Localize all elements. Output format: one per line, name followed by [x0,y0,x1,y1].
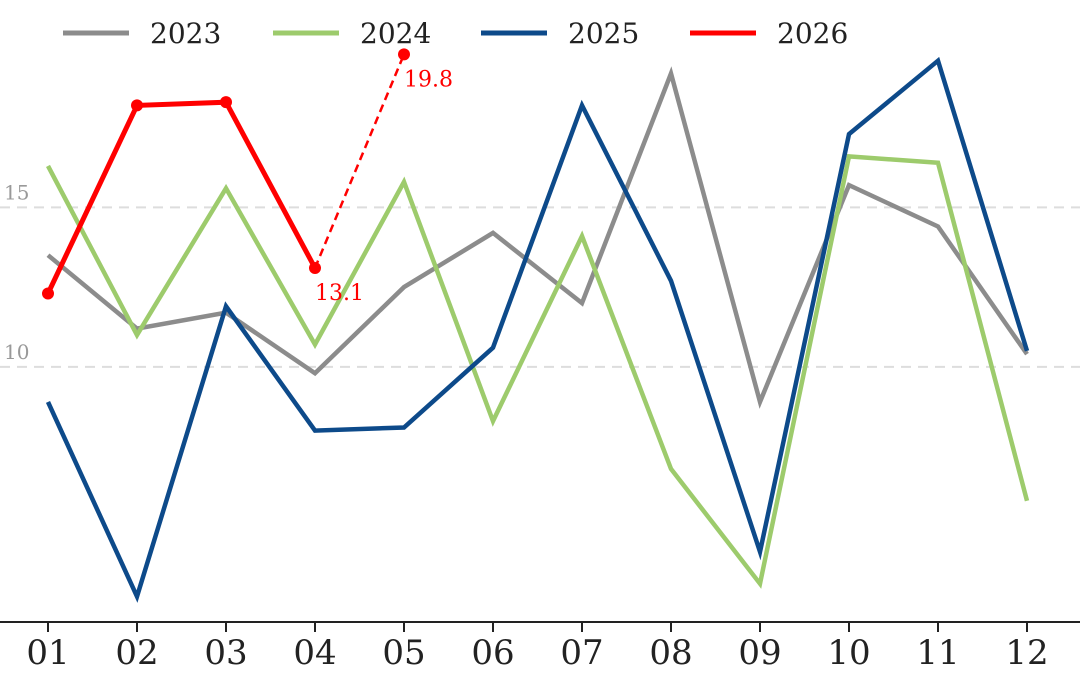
x-tick-label: 12 [1005,633,1048,673]
series-line-2023 [46,66,1029,409]
data-point-2026 [42,287,54,300]
legend: 2023 2024 2025 2026 [63,17,848,50]
legend-label-2026: 2026 [777,17,848,50]
forecast-line [313,53,406,269]
data-label: 19.8 [404,67,453,92]
x-tick-label: 09 [738,633,781,673]
x-tick-label: 05 [382,633,425,673]
data-point-2026 [220,96,232,109]
y-tick-label: 15 [4,180,29,204]
x-tick-label: 10 [827,633,870,673]
x-tick-label: 07 [560,633,603,673]
grid-lines: 10 15 [0,180,1080,368]
data-point-2026 [131,99,143,112]
legend-label-2025: 2025 [568,17,639,50]
data-label: 13.1 [315,281,364,306]
y-tick-label: 10 [4,340,29,364]
x-tick-label: 08 [649,633,692,673]
series-line-2025 [45,56,1030,603]
legend-label-2023: 2023 [150,17,221,50]
series-lines: 13.1 19.8 [42,48,1030,603]
x-tick-label: 11 [916,633,959,673]
legend-label-2024: 2024 [360,17,431,50]
series-line-2026 [45,99,318,295]
forecast-point [398,48,410,61]
x-axis: 01 02 03 04 05 06 07 08 09 10 11 12 [0,621,1080,673]
series-line-2024 [46,154,1030,589]
x-tick-label: 02 [115,633,158,673]
x-tick-label: 01 [26,633,69,673]
x-tick-label: 03 [204,633,247,673]
x-tick-label: 04 [293,633,336,673]
x-tick-label: 06 [471,633,514,673]
